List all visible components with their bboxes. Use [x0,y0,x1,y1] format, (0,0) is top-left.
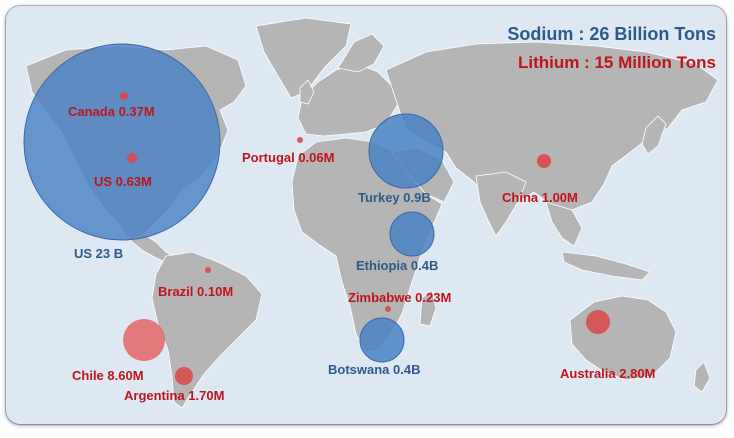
lithium-bubble-argentina [175,367,193,385]
lithium-label-argentina: Argentina 1.70M [124,388,224,403]
lithium-label-china: China 1.00M [502,190,578,205]
sodium-bubble-ethiopia [389,211,435,257]
lithium-dot-brazil [205,267,211,273]
sodium-label-us: US 23 B [74,246,123,261]
sodium-label-botswana: Botswana 0.4B [328,362,420,377]
sodium-bubble-botswana [359,317,405,363]
lithium-label-brazil: Brazil 0.10M [158,284,233,299]
new-zealand [693,361,711,393]
lithium-label-chile: Chile 8.60M [72,368,144,383]
lithium-label-portugal: Portugal 0.06M [242,150,334,165]
southeast-asia [545,201,583,247]
lithium-dot-canada [120,92,128,100]
lithium-dot-china [537,154,551,168]
sodium-label-turkey: Turkey 0.9B [358,190,431,205]
sodium-bubbles [23,43,444,363]
lithium-label-canada: Canada 0.37M [68,104,155,119]
sodium-label-ethiopia: Ethiopia 0.4B [356,258,438,273]
map-frame: Sodium : 26 Billion Tons Lithium : 15 Mi… [6,6,726,424]
sodium-bubble-turkey [368,113,444,189]
japan [641,115,667,155]
uk [299,79,315,105]
lithium-label-australia: Australia 2.80M [560,366,655,381]
scandinavia [337,33,385,73]
sodium-bubble-us [23,43,221,241]
lithium-dot-us [127,153,137,163]
world-map: Sodium : 26 Billion Tons Lithium : 15 Mi… [23,17,719,409]
lithium-bubble-australia [586,310,610,334]
legend-lithium: Lithium : 15 Million Tons [518,53,716,72]
south-america [151,251,263,409]
lithium-bubbles [120,92,610,385]
lithium-bubble-chile [123,319,165,361]
india [475,171,527,237]
asia [385,41,719,213]
lithium-dot-portugal [297,137,303,143]
legend-sodium: Sodium : 26 Billion Tons [507,24,716,44]
lithium-label-zimbabwe: Zimbabwe 0.23M [348,290,451,305]
greenland [255,17,352,99]
lithium-dot-zimbabwe [385,306,391,312]
lithium-label-us: US 0.63M [94,174,152,189]
indonesia [561,251,651,281]
madagascar [419,289,437,327]
